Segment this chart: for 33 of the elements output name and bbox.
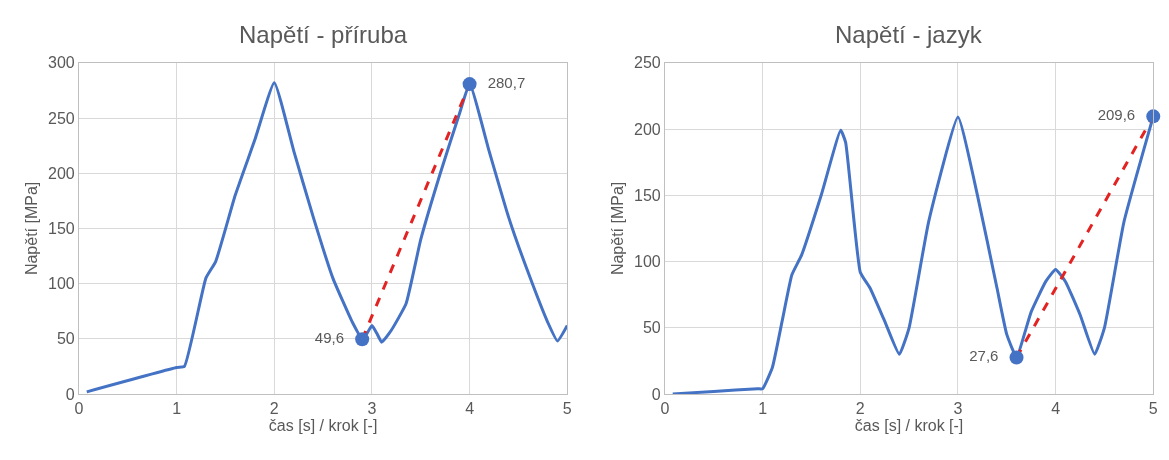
x-tick-label: 3: [953, 400, 963, 418]
x-tick-label: 1: [758, 400, 768, 418]
y-axis-title: Napětí [MPa]: [608, 181, 626, 276]
x-axis-title: čas [s] / krok [-]: [268, 417, 378, 435]
y-tick-label: 0: [65, 385, 75, 403]
y-tick-label: 200: [48, 164, 75, 182]
x-tick-label: 5: [1148, 400, 1158, 418]
chart-title: Napětí - příruba: [239, 21, 408, 48]
data-label: 209,6: [1093, 106, 1144, 124]
x-tick-label: 5: [562, 400, 572, 418]
y-tick-label: 100: [634, 253, 661, 271]
data-label: 280,7: [479, 73, 526, 91]
y-tick-label: 100: [48, 275, 75, 293]
y-axis-title: Napětí [MPa]: [22, 181, 40, 276]
x-tick-label: 4: [1051, 400, 1061, 418]
y-tick-label: 250: [634, 54, 661, 72]
x-tick-label: 2: [855, 400, 865, 418]
y-tick-label: 200: [634, 120, 661, 138]
x-tick-label: 1: [172, 400, 182, 418]
x-tick-label: 3: [367, 400, 377, 418]
y-tick-label: 150: [48, 220, 75, 238]
data-label: 49,6: [310, 329, 353, 347]
x-tick-label: 4: [465, 400, 475, 418]
y-tick-label: 300: [48, 54, 75, 72]
y-tick-label: 0: [651, 385, 661, 403]
y-tick-label: 50: [642, 319, 661, 337]
data-label: 27,6: [965, 347, 1007, 365]
y-tick-label: 250: [48, 109, 75, 127]
x-tick-label: 2: [269, 400, 279, 418]
chart-title: Napětí - jazyk: [835, 21, 983, 48]
y-tick-label: 50: [56, 330, 75, 348]
y-tick-label: 150: [634, 186, 661, 204]
x-axis-title: čas [s] / krok [-]: [854, 417, 964, 435]
